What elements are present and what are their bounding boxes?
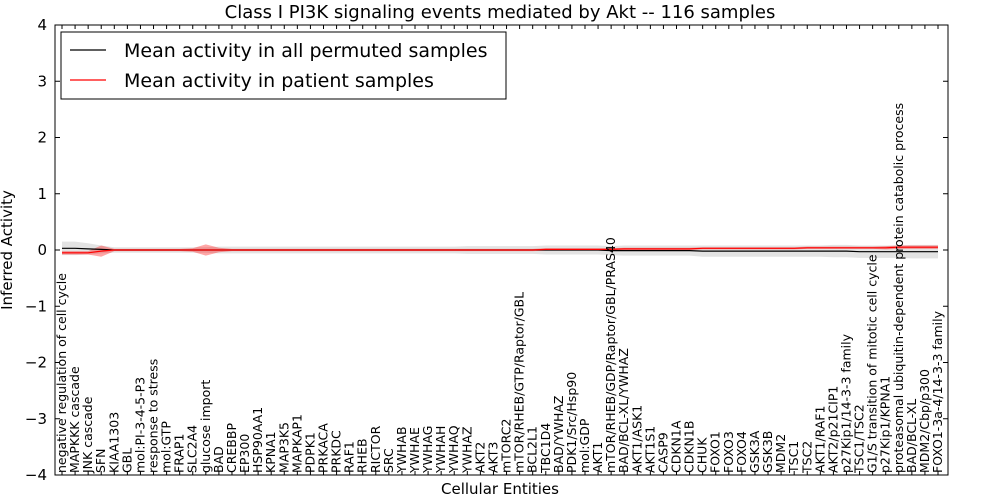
- x-tick-label: SFN: [93, 449, 108, 473]
- x-tick-label: CHUK: [695, 437, 710, 473]
- x-tick-label: BAD/BCL-XL/YWHAZ: [616, 348, 631, 473]
- x-tick-label: MAPKKK cascade: [67, 366, 82, 473]
- x-tick-label: HSP90AA1: [250, 407, 265, 473]
- y-tick-label: 1: [37, 185, 47, 203]
- x-tick-label: glucose import: [198, 380, 213, 473]
- x-tick-label: G1/S transition of mitotic cell cycle: [865, 254, 880, 473]
- y-tick-label: 3: [37, 72, 47, 90]
- y-tick-label: 4: [37, 16, 47, 34]
- x-tick-label: mTORC2: [499, 419, 514, 473]
- x-tick-label: MAP3K5: [276, 422, 291, 473]
- x-tick-label: YWHAG: [420, 426, 435, 474]
- legend: Mean activity in all permuted samples Me…: [60, 31, 507, 100]
- x-tick-label: TBC1D4: [538, 423, 553, 474]
- x-tick-label: mol:PI-3-4-5-P3: [132, 377, 147, 473]
- legend-box: [60, 31, 507, 100]
- y-axis-ticks: 4 3 2 1 0 −1 −2 −3 −4: [25, 16, 948, 484]
- x-tick-label: proteasomal ubiquitin-dependent protein …: [891, 103, 906, 473]
- x-tick-label: TSC2: [799, 441, 814, 474]
- x-tick-label: mol:GTP: [159, 421, 174, 473]
- y-tick-label: −1: [25, 297, 47, 315]
- y-tick-label: −3: [25, 410, 47, 428]
- y-tick-label: 2: [37, 129, 47, 147]
- x-tick-label: YWHAB: [394, 426, 409, 474]
- x-tick-label: mTOR/RHEB/GTP/Raptor/GBL: [512, 292, 527, 473]
- x-tick-label: response to stress: [146, 359, 161, 473]
- chart-title: Class I PI3K signaling events mediated b…: [225, 2, 776, 23]
- x-tick-label: p27Kip1/14-3-3 family: [839, 333, 854, 473]
- x-tick-label: GSK3B: [760, 431, 775, 473]
- x-tick-label: YWHAQ: [446, 425, 461, 474]
- x-tick-label: AKT2: [472, 442, 487, 473]
- x-tick-label: PDPK1: [302, 432, 317, 473]
- x-tick-label: RAF1: [342, 441, 357, 473]
- y-tick-label: 0: [37, 241, 47, 259]
- x-tick-label: TSC1/TSC2: [852, 404, 867, 474]
- x-tick-label: FRAP1: [172, 434, 187, 473]
- x-axis-tick-labels: negative regulation of cell cycleMAPKKK …: [54, 25, 945, 475]
- legend-label-permuted: Mean activity in all permuted samples: [124, 40, 487, 62]
- x-tick-label: AKT1S1: [642, 426, 657, 473]
- x-tick-label: BAD/BCL-XL: [904, 399, 919, 473]
- series-line-patient: [62, 246, 938, 254]
- legend-label-patient: Mean activity in patient samples: [124, 70, 434, 92]
- x-tick-label: AKT3: [486, 442, 501, 473]
- x-tick-label: FOXO1: [708, 431, 723, 473]
- x-tick-label: CDKN1B: [682, 421, 697, 473]
- x-tick-label: TSC1: [786, 441, 801, 474]
- x-tick-label: YWHAH: [433, 426, 448, 474]
- x-axis-label: Cellular Entities: [441, 480, 559, 498]
- x-tick-label: RICTOR: [368, 425, 383, 473]
- x-tick-label: BCL2L1: [525, 426, 540, 473]
- x-tick-label: AKT2/p21CIP1: [825, 386, 840, 473]
- x-tick-label: BAD/YWHAZ: [551, 396, 566, 473]
- y-axis-label: Inferred Activity: [0, 190, 16, 310]
- x-tick-label: MDM2/Cbp/p300: [917, 369, 932, 473]
- x-tick-label: PDK1/Src/Hsp90: [564, 372, 579, 473]
- x-tick-label: mTOR/RHEB/GDP/Raptor/GBL/PRAS40: [603, 237, 618, 473]
- x-tick-label: p27Kip1/KPNA1: [878, 376, 893, 473]
- x-tick-label: mol:GDP: [577, 418, 592, 473]
- x-tick-label: PRKACA: [316, 423, 331, 473]
- x-tick-label: GSK3A: [747, 430, 762, 473]
- x-tick-label: SRC: [381, 448, 396, 473]
- x-tick-label: CASP9: [655, 432, 670, 473]
- x-tick-label: MAPKAP1: [289, 414, 304, 473]
- x-tick-label: MDM2: [773, 434, 788, 473]
- x-tick-label: BAD: [211, 446, 226, 473]
- plot-frame: [54, 24, 949, 476]
- x-tick-label: FOXO4: [734, 431, 749, 473]
- x-tick-label: CDKN1A: [669, 420, 684, 473]
- x-tick-label: YWHAZ: [459, 426, 474, 474]
- x-tick-label: GBL: [119, 448, 134, 473]
- x-tick-label: YWHAE: [407, 427, 422, 474]
- x-tick-label: FOXO1-3a-4/14-3-3 family: [930, 310, 945, 473]
- x-tick-label: AKT1: [590, 442, 605, 473]
- x-tick-label: AKT1/ASK1: [629, 405, 644, 473]
- x-tick-label: KPNA1: [263, 431, 278, 473]
- x-tick-label: SLC2A4: [185, 425, 200, 473]
- x-tick-label: EP300: [237, 434, 252, 473]
- x-tick-label: CREBBP: [224, 423, 239, 473]
- x-tick-label: FOXO3: [721, 431, 736, 473]
- series-lines: [62, 246, 938, 254]
- y-tick-label: −2: [25, 354, 47, 372]
- x-tick-label: KIAA1303: [106, 412, 121, 473]
- x-tick-label: JNK cascade: [80, 396, 95, 474]
- y-tick-label: −4: [25, 466, 47, 484]
- x-tick-label: PRKDC: [329, 430, 344, 473]
- x-tick-label: AKT1/RAF1: [812, 406, 827, 473]
- x-tick-label: negative regulation of cell cycle: [54, 273, 69, 473]
- x-tick-label: RHEB: [355, 438, 370, 473]
